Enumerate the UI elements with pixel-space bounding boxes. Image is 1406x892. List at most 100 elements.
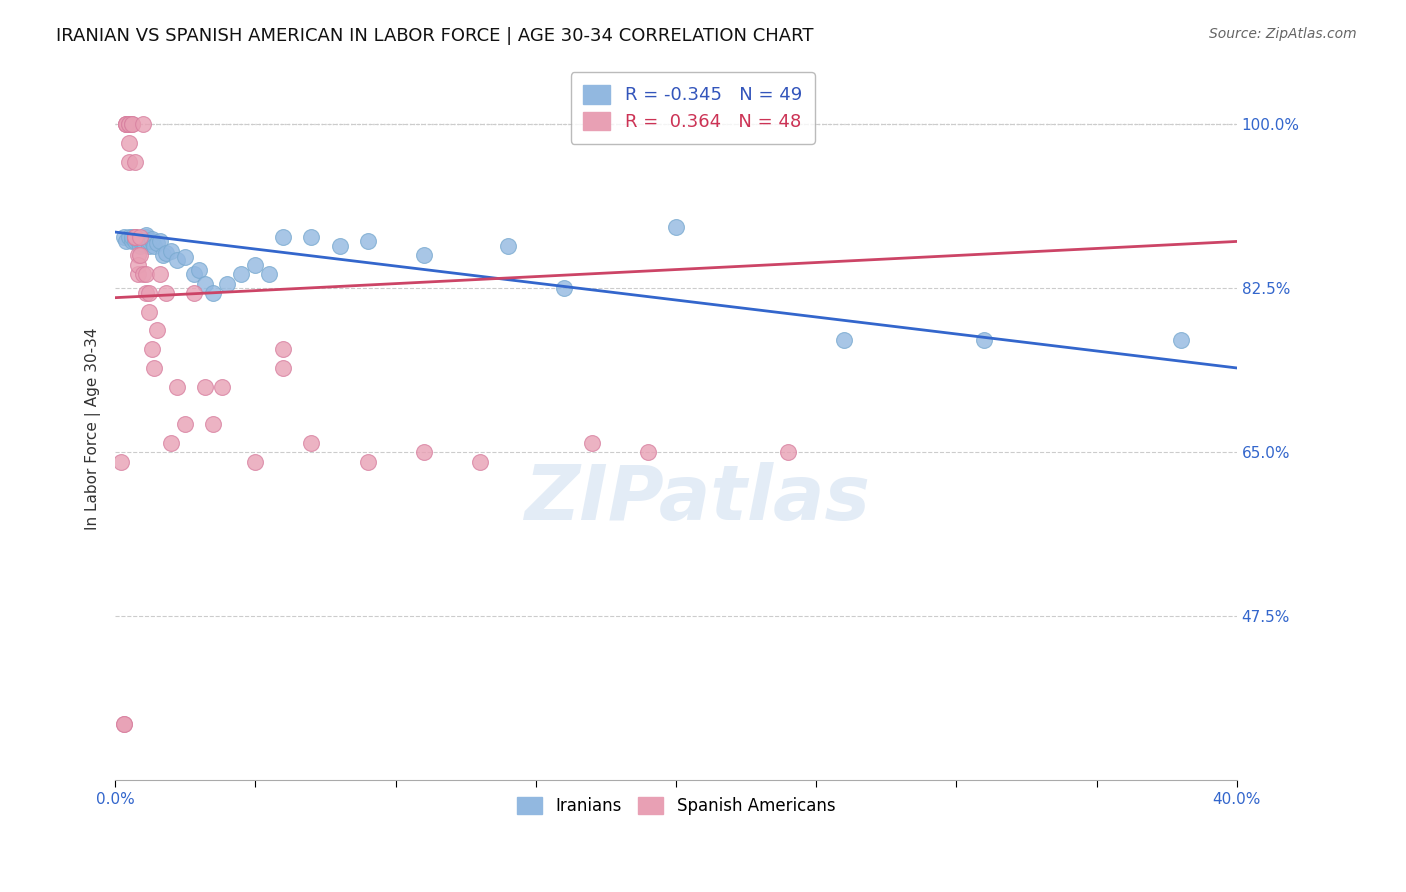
Point — [110, 455, 132, 469]
Point — [166, 380, 188, 394]
Point — [135, 227, 157, 242]
Point — [138, 285, 160, 300]
Point — [124, 235, 146, 249]
Point — [124, 229, 146, 244]
Point — [118, 117, 141, 131]
Point — [152, 248, 174, 262]
Point — [124, 154, 146, 169]
Point — [496, 239, 519, 253]
Point — [135, 229, 157, 244]
Point — [112, 229, 135, 244]
Text: ZIPatlas: ZIPatlas — [526, 462, 872, 536]
Point — [118, 154, 141, 169]
Text: IRANIAN VS SPANISH AMERICAN IN LABOR FORCE | AGE 30-34 CORRELATION CHART: IRANIAN VS SPANISH AMERICAN IN LABOR FOR… — [56, 27, 814, 45]
Y-axis label: In Labor Force | Age 30-34: In Labor Force | Age 30-34 — [86, 327, 101, 530]
Point — [127, 258, 149, 272]
Point — [132, 267, 155, 281]
Point — [146, 323, 169, 337]
Point — [149, 267, 172, 281]
Point — [183, 285, 205, 300]
Text: Source: ZipAtlas.com: Source: ZipAtlas.com — [1209, 27, 1357, 41]
Point — [141, 342, 163, 356]
Point — [132, 117, 155, 131]
Point — [124, 229, 146, 244]
Point — [273, 342, 295, 356]
Point — [468, 455, 491, 469]
Point — [973, 333, 995, 347]
Point — [188, 262, 211, 277]
Point — [194, 380, 217, 394]
Point — [129, 229, 152, 244]
Point — [115, 117, 138, 131]
Point — [129, 235, 152, 249]
Point — [127, 232, 149, 246]
Point — [149, 235, 172, 249]
Point — [129, 235, 152, 249]
Point — [211, 380, 233, 394]
Point — [273, 229, 295, 244]
Point — [183, 267, 205, 281]
Point — [581, 436, 603, 450]
Point — [202, 417, 225, 432]
Legend: Iranians, Spanish Americans: Iranians, Spanish Americans — [506, 787, 845, 825]
Point — [135, 285, 157, 300]
Point — [356, 235, 378, 249]
Point — [231, 267, 253, 281]
Point — [129, 239, 152, 253]
Point — [245, 455, 267, 469]
Point — [143, 361, 166, 376]
Point — [143, 239, 166, 253]
Point — [121, 235, 143, 249]
Point — [118, 136, 141, 150]
Point — [155, 285, 177, 300]
Point — [245, 258, 267, 272]
Point — [141, 232, 163, 246]
Point — [132, 237, 155, 252]
Point — [121, 117, 143, 131]
Point — [273, 361, 295, 376]
Point — [115, 235, 138, 249]
Point — [202, 285, 225, 300]
Point — [135, 267, 157, 281]
Point — [132, 235, 155, 249]
Point — [132, 235, 155, 249]
Point — [637, 445, 659, 459]
Point — [412, 248, 434, 262]
Point — [127, 267, 149, 281]
Point — [127, 248, 149, 262]
Point — [553, 281, 575, 295]
Point — [160, 244, 183, 258]
Point — [121, 117, 143, 131]
Point — [129, 248, 152, 262]
Point — [118, 229, 141, 244]
Point — [412, 445, 434, 459]
Point — [832, 333, 855, 347]
Point — [141, 234, 163, 248]
Point — [138, 235, 160, 249]
Point — [665, 220, 688, 235]
Point — [155, 245, 177, 260]
Point — [166, 253, 188, 268]
Point — [217, 277, 239, 291]
Point — [115, 117, 138, 131]
Point — [174, 417, 197, 432]
Point — [112, 717, 135, 731]
Point — [138, 239, 160, 253]
Point — [301, 229, 323, 244]
Point — [121, 229, 143, 244]
Point — [160, 436, 183, 450]
Point — [259, 267, 281, 281]
Point — [118, 117, 141, 131]
Point — [146, 236, 169, 251]
Point — [118, 117, 141, 131]
Point — [115, 117, 138, 131]
Point — [127, 235, 149, 249]
Point — [174, 251, 197, 265]
Point — [301, 436, 323, 450]
Point — [138, 304, 160, 318]
Point — [112, 717, 135, 731]
Point — [328, 239, 350, 253]
Point — [124, 229, 146, 244]
Point — [356, 455, 378, 469]
Point — [778, 445, 800, 459]
